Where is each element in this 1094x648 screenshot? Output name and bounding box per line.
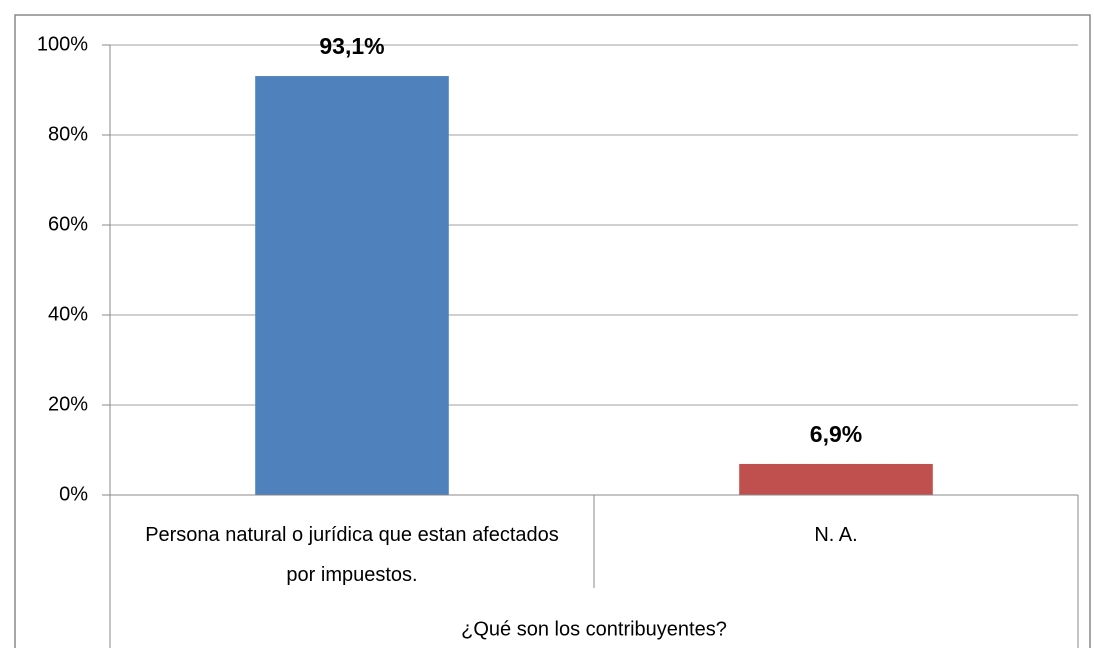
x-tick-label-box: Persona natural o jurídica que estan afe… <box>145 524 559 586</box>
data-label: 93,1% <box>319 33 384 59</box>
x-axis-label: ¿Qué son los contribuyentes? <box>461 618 727 640</box>
y-tick-label: 40% <box>48 303 88 325</box>
x-tick-label: Persona natural o jurídica que estan afe… <box>145 524 559 586</box>
x-tick-label-box: N. A. <box>814 524 858 546</box>
y-tick-label: 80% <box>48 123 88 145</box>
y-tick-label: 100% <box>37 33 88 55</box>
y-tick-label: 0% <box>59 483 88 505</box>
chart-border <box>14 14 1091 648</box>
y-tick-label: 60% <box>48 213 88 235</box>
y-tick-label: 20% <box>48 393 88 415</box>
data-label: 6,9% <box>810 421 862 447</box>
bar <box>739 463 933 495</box>
x-tick-label: N. A. <box>814 524 858 546</box>
bar <box>255 76 449 496</box>
